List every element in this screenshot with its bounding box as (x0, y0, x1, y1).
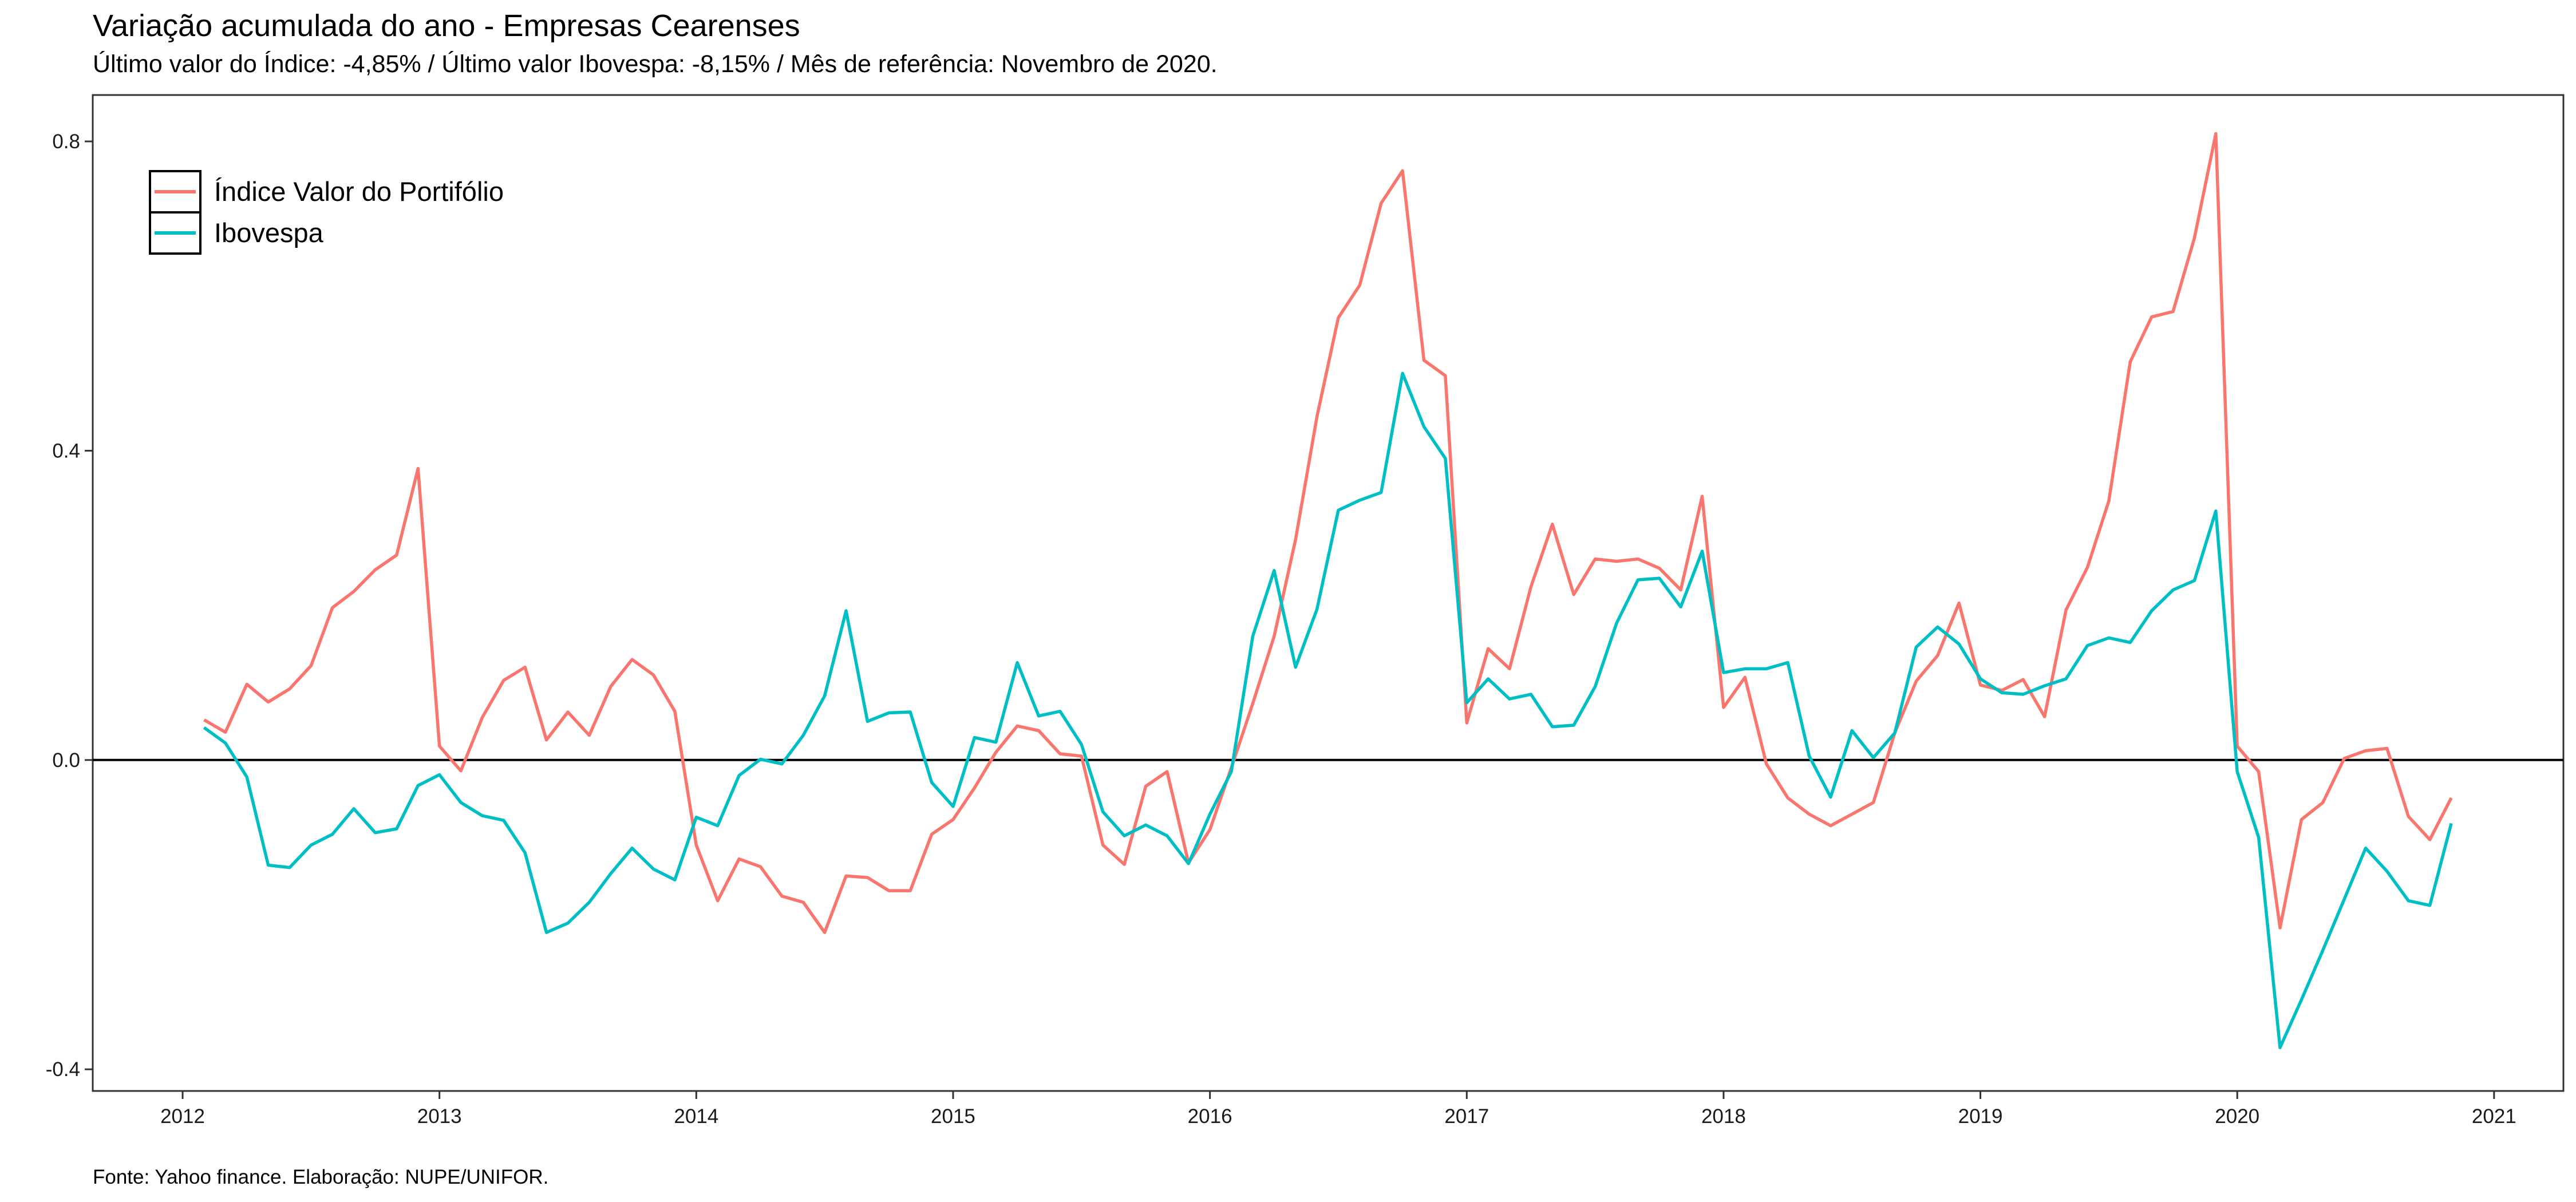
x-axis: 2012 2013 2014 2015 2016 2017 2018 2019 2020 2021 (160, 1091, 2516, 1128)
x-tick-label: 2013 (417, 1105, 462, 1128)
legend-label: Índice Valor do Portifólio (214, 176, 504, 207)
y-tick-label: 0.0 (52, 749, 80, 772)
legend: Índice Valor do Portifólio Ibovespa (149, 170, 504, 255)
x-tick-label: 2019 (1958, 1105, 2003, 1128)
x-tick-label: 2021 (2472, 1105, 2516, 1128)
y-tick-label: 0.8 (52, 131, 80, 153)
y-tick-label: 0.4 (52, 440, 80, 462)
chart-caption: Fonte: Yahoo finance. Elaboração: NUPE/U… (93, 1166, 549, 1188)
y-axis: -0.4 0.0 0.4 0.8 (46, 131, 93, 1081)
plot-panel (92, 94, 2565, 1092)
x-tick-label: 2012 (160, 1105, 205, 1128)
y-tick-label: -0.4 (46, 1058, 80, 1081)
x-tick-label: 2014 (674, 1105, 718, 1128)
chart-subtitle: Último valor do Índice: -4,85% / Último … (93, 50, 1218, 78)
series-line-0 (203, 132, 2453, 934)
chart-title: Variação acumulada do ano - Empresas Cea… (93, 9, 800, 43)
x-tick-label: 2017 (1444, 1105, 1489, 1128)
x-tick-label: 2015 (931, 1105, 975, 1128)
series-layer (203, 132, 2453, 1050)
legend-label: Ibovespa (214, 218, 324, 248)
x-tick-label: 2016 (1188, 1105, 1232, 1128)
x-tick-label: 2018 (1701, 1105, 1746, 1128)
series-line-1 (203, 371, 2453, 1050)
x-tick-label: 2020 (2215, 1105, 2259, 1128)
